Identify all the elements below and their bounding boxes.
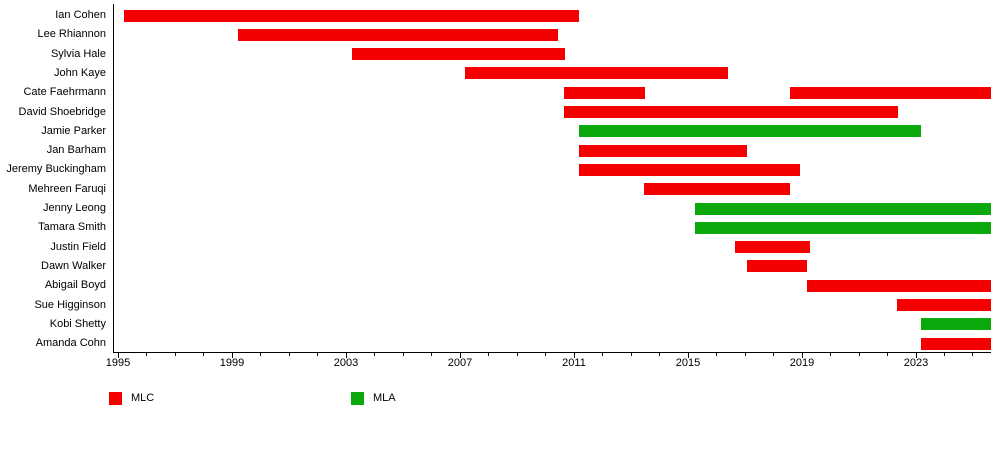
axis-minor-tick: [517, 353, 518, 356]
axis-tick-label: 1999: [219, 357, 245, 369]
axis-tick-label: 2007: [447, 357, 473, 369]
row-label: Jeremy Buckingham: [6, 163, 106, 176]
axis-minor-tick: [203, 353, 204, 356]
gantt-bar-mlc: [123, 9, 580, 22]
axis-major-tick: [346, 353, 347, 358]
row-label: Sylvia Hale: [50, 47, 106, 60]
gantt-bar-mlc: [465, 67, 728, 80]
axis-minor-tick: [944, 353, 945, 356]
gantt-bar-mla: [694, 221, 991, 234]
axis-major-tick: [460, 353, 461, 358]
axis-major-tick: [802, 353, 803, 358]
gantt-bar-mlc: [563, 106, 899, 118]
axis-minor-tick: [289, 353, 290, 356]
row-label: Abigail Boyd: [44, 279, 106, 292]
gantt-bar-mlc: [897, 299, 991, 311]
gantt-bar-mlc: [643, 183, 791, 196]
legend-label: MLA: [373, 392, 396, 404]
gantt-bar-mlc: [563, 86, 645, 99]
axis-minor-tick: [659, 353, 660, 356]
gantt-bar-mla: [579, 125, 922, 138]
y-axis-line: [113, 4, 114, 353]
axis-minor-tick: [716, 353, 717, 356]
row-label: John Kaye: [54, 66, 106, 79]
axis-major-tick: [118, 353, 119, 358]
axis-minor-tick: [602, 353, 603, 356]
row-label: David Shoebridge: [18, 105, 106, 118]
row-label: Dawn Walker: [41, 259, 106, 272]
gantt-bar-mlc: [734, 241, 811, 254]
axis-tick-label: 1995: [105, 357, 131, 369]
axis-minor-tick: [631, 353, 632, 356]
gantt-bar-mlc: [921, 337, 991, 350]
row-label: Amanda Cohn: [35, 337, 106, 350]
gantt-bar-mla: [694, 202, 991, 215]
row-label: Sue Higginson: [34, 298, 106, 311]
axis-minor-tick: [431, 353, 432, 356]
gantt-bar-mlc: [579, 144, 748, 157]
gantt-bar-mlc: [807, 279, 991, 292]
axis-major-tick: [232, 353, 233, 358]
axis-tick-label: 2019: [789, 357, 815, 369]
legend-swatch-mla: [351, 392, 364, 405]
row-label: Jenny Leong: [43, 202, 106, 214]
row-label: Jamie Parker: [41, 124, 106, 137]
axis-minor-tick: [545, 353, 546, 356]
axis-tick-label: 2023: [903, 357, 929, 369]
axis-tick-label: 2015: [675, 357, 701, 369]
legend-label: MLC: [131, 392, 155, 404]
axis-minor-tick: [403, 353, 404, 356]
gantt-bar-mlc: [237, 28, 559, 41]
axis-minor-tick: [175, 353, 176, 356]
gantt-bar-mlc: [790, 86, 991, 99]
axis-minor-tick: [146, 353, 147, 356]
axis-minor-tick: [488, 353, 489, 356]
row-label: Jan Barham: [46, 144, 106, 157]
row-label: Kobi Shetty: [49, 317, 106, 330]
legend-swatch-mlc: [109, 392, 122, 405]
row-label: Mehreen Faruqi: [28, 182, 106, 195]
axis-tick-label: 2011: [562, 357, 586, 369]
axis-minor-tick: [773, 353, 774, 356]
row-label: Lee Rhiannon: [37, 28, 106, 41]
axis-minor-tick: [859, 353, 860, 356]
gantt-bar-mlc: [747, 260, 808, 273]
x-axis-line: [113, 352, 991, 353]
axis-major-tick: [574, 353, 575, 358]
axis-minor-tick: [887, 353, 888, 356]
axis-major-tick: [916, 353, 917, 358]
axis-minor-tick: [830, 353, 831, 356]
row-label: Justin Field: [50, 240, 106, 253]
axis-minor-tick: [374, 353, 375, 356]
axis-minor-tick: [317, 353, 318, 356]
axis-tick-label: 2003: [333, 357, 359, 369]
row-label: Tamara Smith: [38, 221, 106, 234]
gantt-bar-mlc: [351, 48, 566, 61]
axis-minor-tick: [972, 353, 973, 356]
axis-minor-tick: [260, 353, 261, 356]
axis-major-tick: [688, 353, 689, 358]
row-label: Cate Faehrmann: [23, 86, 106, 99]
axis-minor-tick: [745, 353, 746, 356]
gantt-bar-mlc: [579, 163, 801, 176]
row-label: Ian Cohen: [55, 9, 106, 21]
gantt-bar-mla: [921, 318, 991, 331]
